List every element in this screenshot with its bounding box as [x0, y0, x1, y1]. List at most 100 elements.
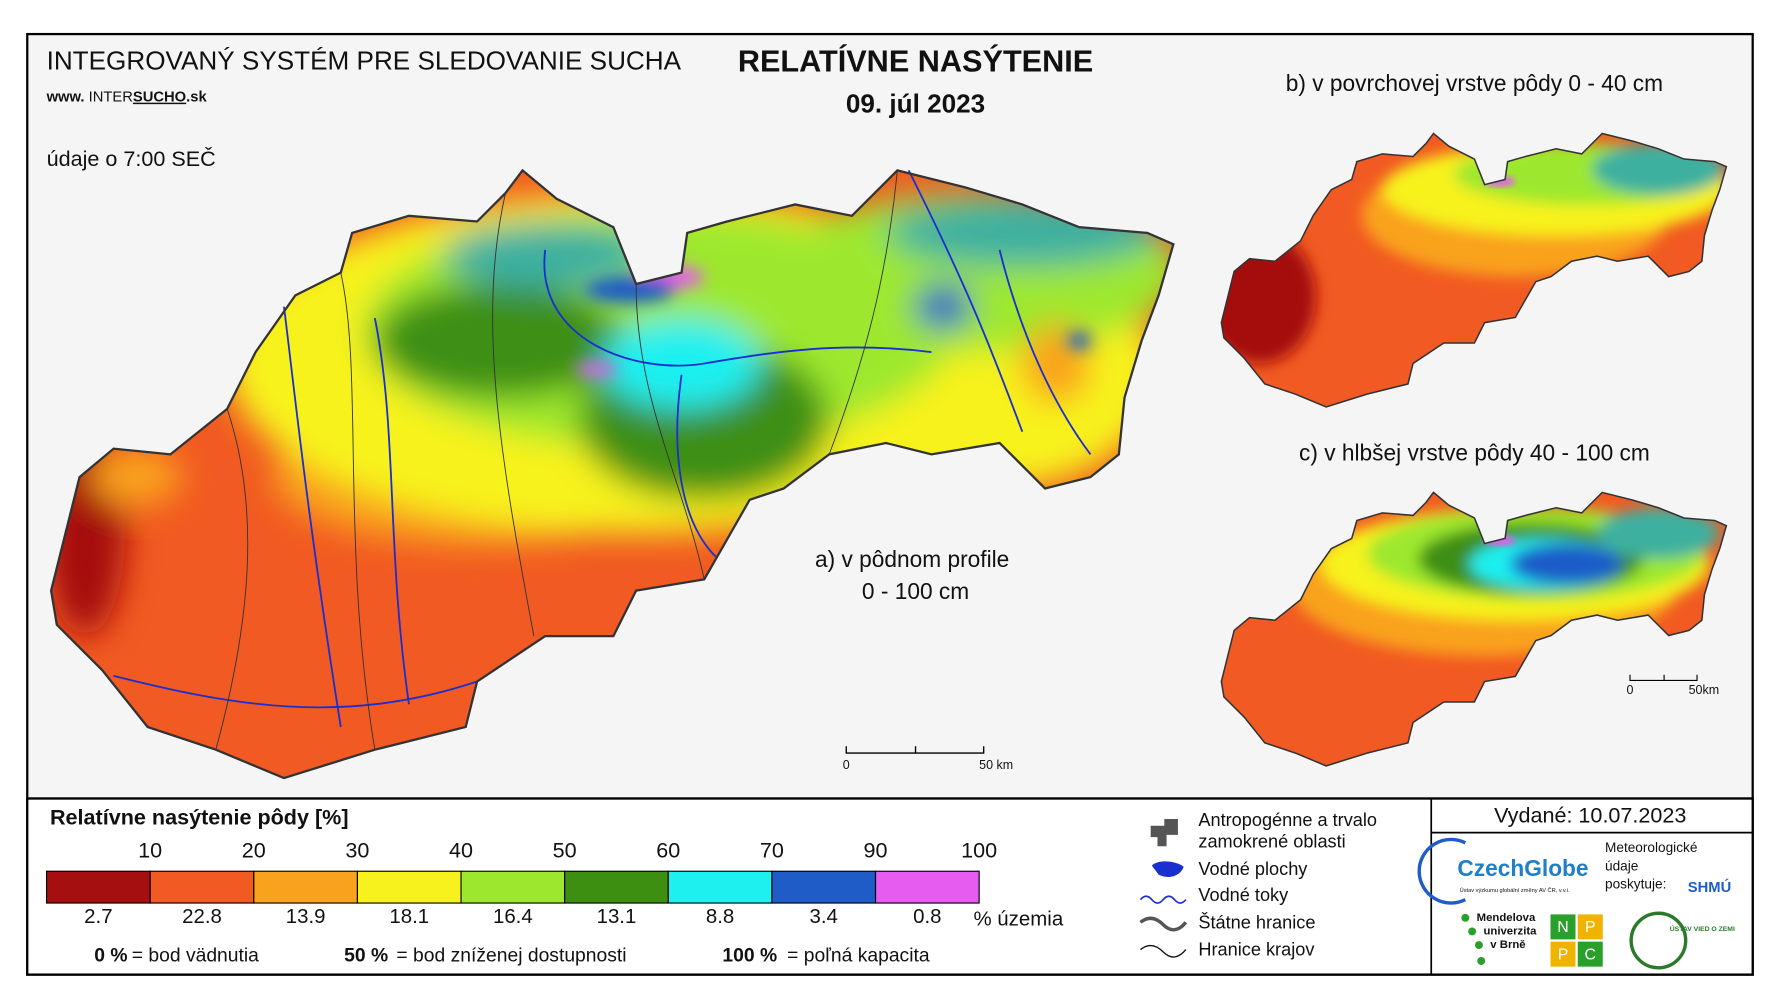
logo-dot [1468, 927, 1477, 936]
website: www. INTERSUCHO.sk [46, 90, 208, 106]
class-share: 13.9 [286, 905, 326, 928]
legend-swatch [460, 870, 566, 904]
map-label: 0 - 100 cm [862, 578, 969, 604]
partner-logo: SHMÚ [1688, 878, 1731, 896]
legend-swatch [46, 870, 151, 904]
threshold-label: 70 [760, 838, 784, 863]
map-shape [215, 408, 249, 750]
date: 09. júl 2023 [846, 89, 985, 119]
map-shape [543, 249, 932, 367]
class-share: 0.8 [913, 905, 941, 928]
logo-letter: P [1585, 919, 1596, 936]
river-icon [1139, 895, 1187, 904]
logo-letter: C [1585, 946, 1596, 963]
note-value: 100 % [722, 946, 777, 967]
symbol-label: Vodné plochy [1198, 859, 1308, 879]
map-shape [374, 283, 625, 398]
class-share: 3.4 [810, 905, 838, 928]
web-part: SUCHO [133, 90, 186, 106]
region-border-icon [1140, 944, 1187, 958]
issued-date: Vydané: 10.07.2023 [1494, 802, 1686, 827]
note-text: = bod vädnutia [132, 946, 259, 967]
threshold-label: 60 [656, 838, 680, 863]
scale-label: 0 [843, 758, 850, 772]
threshold-label: 30 [345, 838, 369, 863]
class-share: 8.8 [706, 905, 734, 928]
map-shape [283, 306, 342, 728]
meteo-text: poskytuje: [1605, 876, 1666, 891]
map-shape [1597, 507, 1720, 559]
class-share: 13.1 [597, 905, 637, 928]
note-text: = bod zníženej dostupnosti [396, 946, 626, 967]
areas [575, 265, 1091, 376]
areas [1221, 143, 1727, 364]
symbol-label: Vodné toky [1198, 885, 1289, 905]
partner-logo: ÚSTAV VIED O ZEMI [1670, 924, 1735, 933]
map-shape [90, 448, 182, 506]
logo-dot [1461, 913, 1470, 922]
water-icon [1151, 861, 1184, 877]
legend-swatch [771, 870, 877, 904]
system-name: INTEGROVANÝ SYSTÉM PRE SLEDOVANIE SUCHA [47, 45, 682, 75]
legend: 2.7 22.8 13.9 18.1 16.4 13.1 8.8 3.4 0.8 10 20 30 40… [46, 838, 997, 928]
threshold-label: 90 [864, 838, 888, 863]
threshold-label: 100 [961, 838, 997, 863]
logo-letter: N [1557, 919, 1568, 936]
logo-box [1550, 914, 1576, 940]
canvas: INTEGROVANÝ SYSTÉM PRE SLEDOVANIE SUCHA … [26, 32, 1754, 976]
partner-logo: v Brně [1490, 939, 1525, 951]
logo-arc [1417, 837, 1467, 905]
logo-dot [1474, 941, 1483, 950]
logo-box [1577, 941, 1603, 967]
map-shape [635, 283, 705, 580]
anthropogenic-icon [1150, 818, 1178, 847]
threshold-label: 40 [449, 838, 473, 863]
logo-letter: P [1558, 946, 1569, 963]
map-shape [575, 362, 617, 376]
note-value: 50 % [344, 946, 388, 967]
map-shape [828, 170, 898, 455]
map-shape [340, 272, 376, 750]
legend-swatch [149, 870, 255, 904]
region-borders [215, 170, 898, 750]
legend-title: Relatívne nasýtenie pôdy [%] [50, 805, 349, 830]
symbol-label: Hranice krajov [1198, 940, 1315, 960]
scale-bar [1629, 674, 1698, 681]
share-unit: % územia [973, 907, 1063, 930]
class-share: 2.7 [84, 905, 112, 928]
map-shape [113, 674, 478, 709]
symbol-label: Antropogénne a trvalo [1198, 810, 1377, 830]
map-shape [998, 249, 1092, 455]
note-text: = poľná kapacita [787, 946, 930, 967]
threshold-label: 10 [138, 838, 162, 863]
map-label: c) v hlbšej vrstve pôdy 40 - 100 cm [1299, 439, 1650, 465]
scale-label: 50 km [979, 758, 1013, 772]
class-share: 18.1 [389, 905, 429, 928]
map-shape [1510, 543, 1623, 585]
meteo-text: Meteorologické [1605, 840, 1697, 855]
partner-logo: Mendelova [1477, 912, 1536, 924]
map-shape [676, 374, 717, 558]
note-value: 0 % [94, 946, 127, 967]
symbol-label: zamokrené oblasti [1198, 832, 1345, 852]
map-shape [914, 283, 972, 330]
scale-bar [845, 746, 985, 754]
legend-swatch [356, 870, 462, 904]
partner-sub: Ústav výzkumu globální změny AV ČR, v.v.… [1460, 887, 1570, 894]
partner-logo: CzechGlobe [1457, 855, 1588, 881]
logo-ring [1629, 911, 1688, 970]
rivers [113, 169, 1092, 728]
legend-swatch [253, 870, 358, 904]
legend-swatch [667, 870, 773, 904]
areas [51, 193, 1174, 637]
logo-dot [1477, 956, 1486, 965]
web-part: www. [46, 90, 89, 106]
time-note: údaje o 7:00 SEČ [47, 146, 216, 171]
partner-logo: N PP C [1550, 914, 1603, 967]
map-shape [492, 193, 535, 637]
state-border-icon [1139, 916, 1188, 932]
web-part: .sk [186, 90, 207, 106]
